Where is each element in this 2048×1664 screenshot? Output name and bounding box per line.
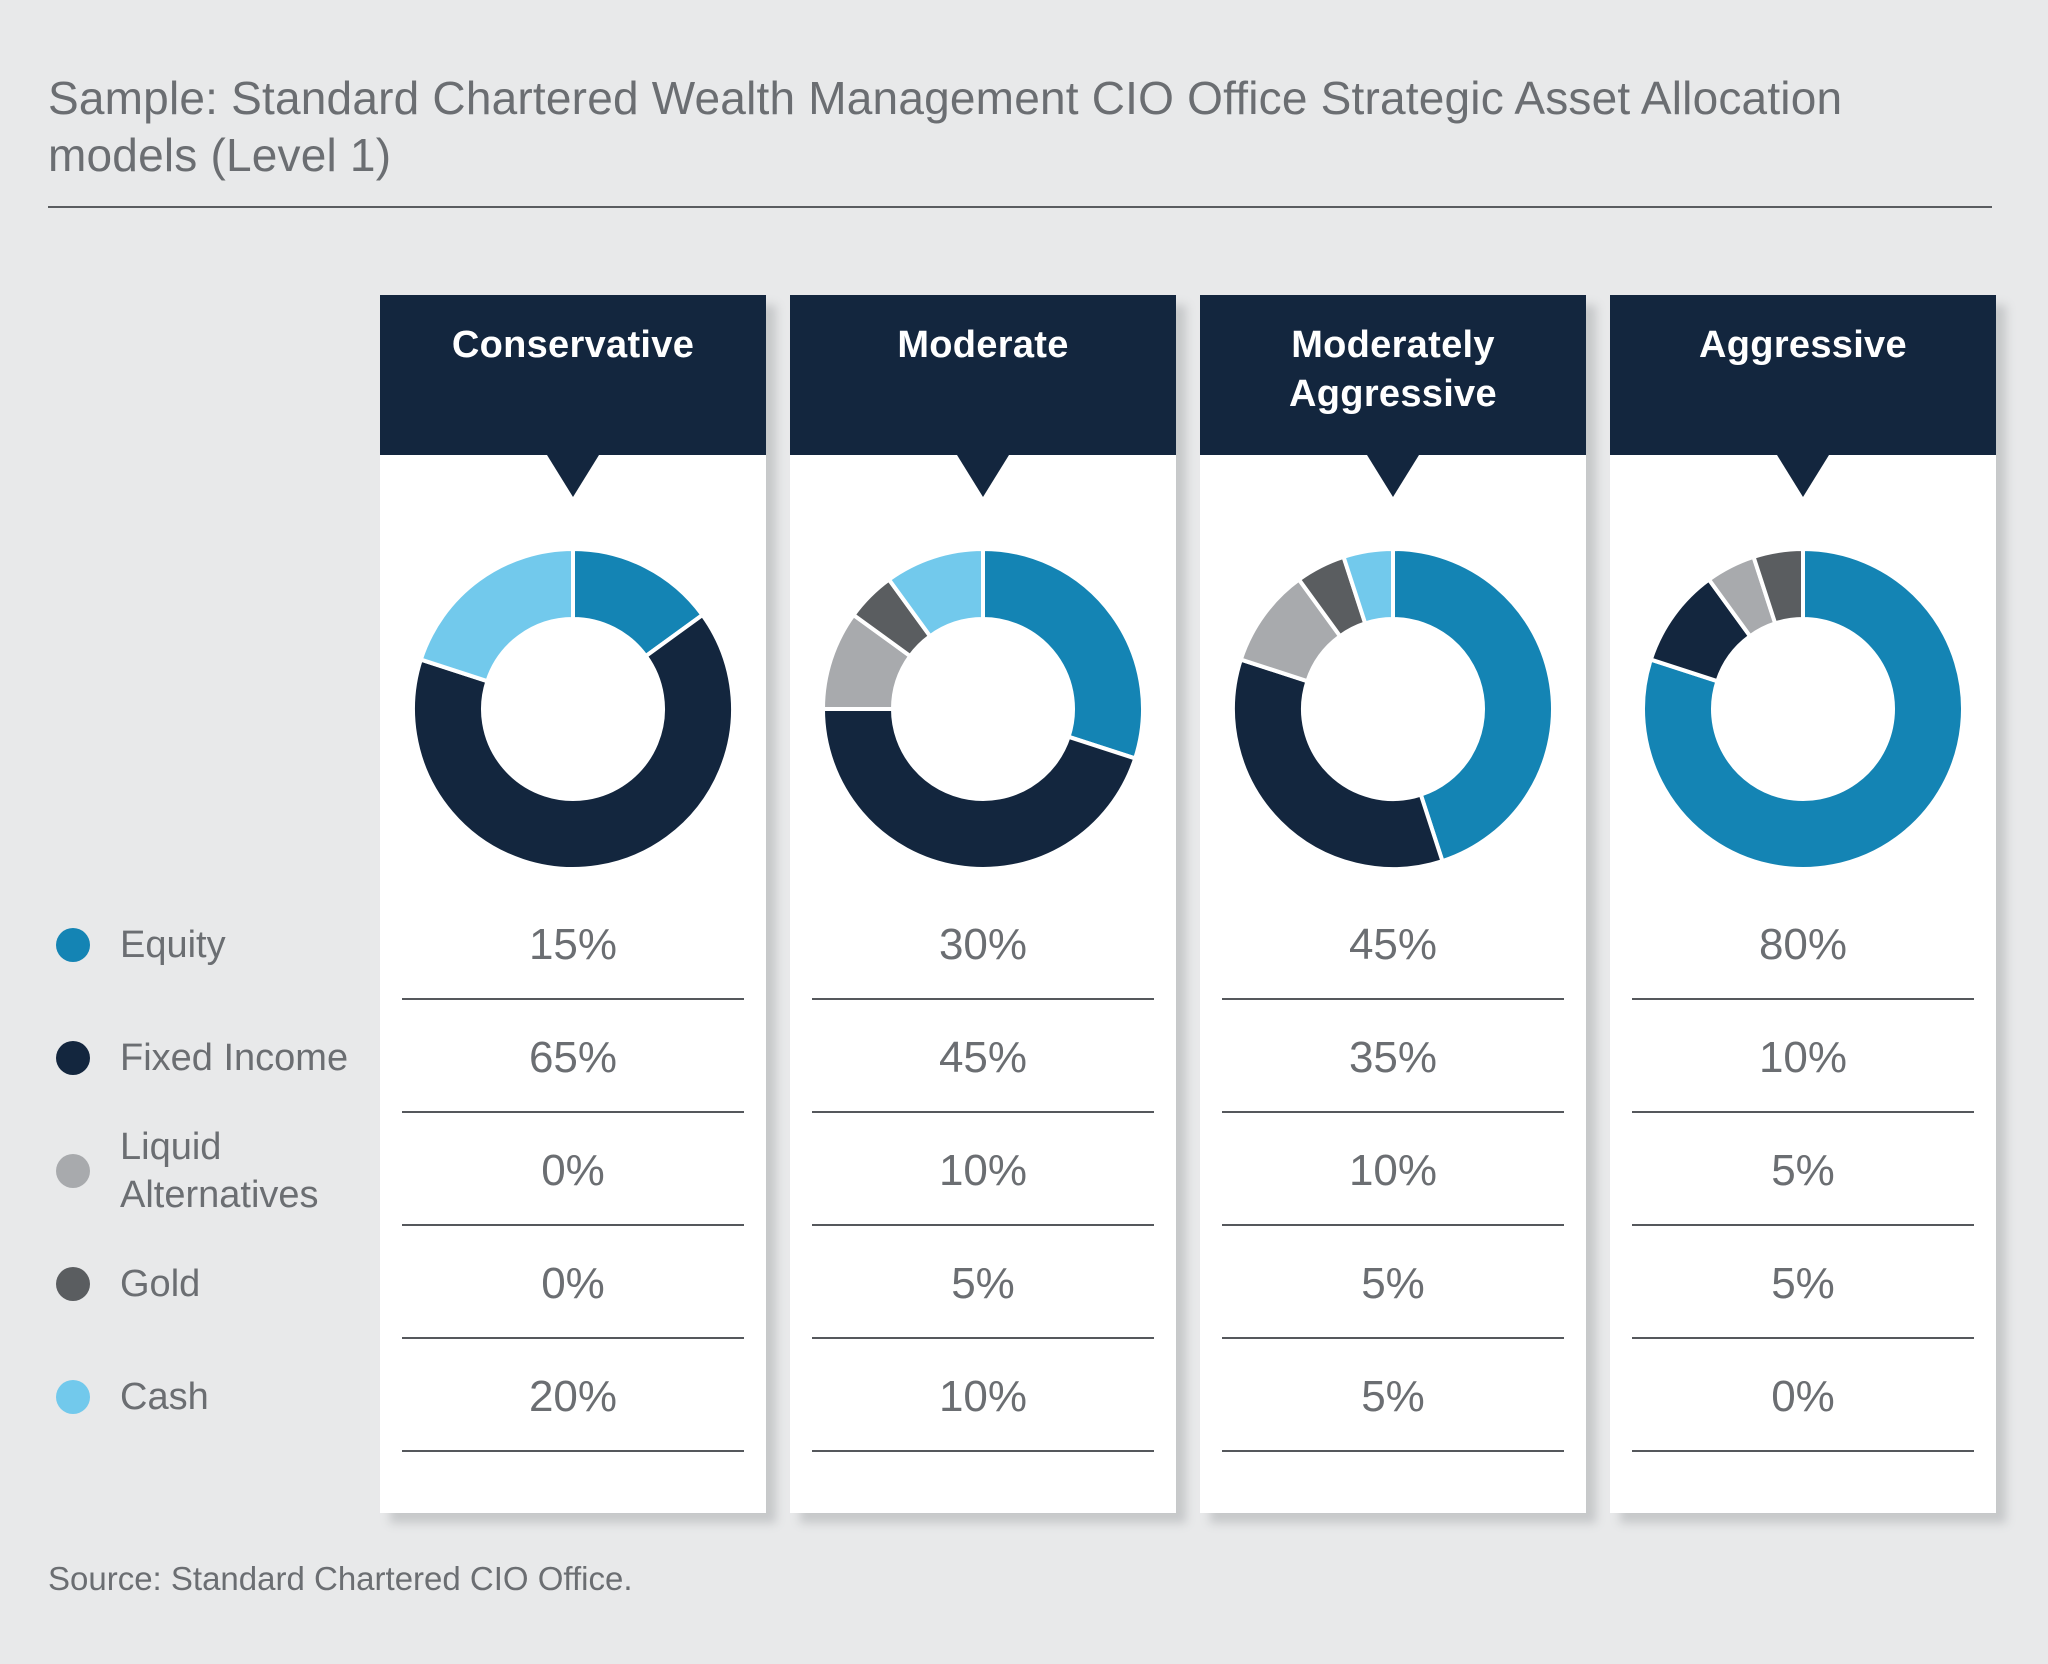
row-divider <box>1222 998 1564 1000</box>
fixed-income-color-dot-icon <box>56 1041 90 1075</box>
legend-label: Fixed Income <box>120 1037 349 1079</box>
column-title: Aggressive <box>1699 324 1907 366</box>
row-divider <box>402 1450 744 1452</box>
legend-label: Cash <box>120 1376 209 1418</box>
row-divider <box>812 998 1154 1000</box>
column-title: Moderately Aggressive <box>1289 324 1497 415</box>
donut-segment-fixed-income <box>1231 657 1445 871</box>
row-divider <box>1222 1450 1564 1452</box>
allocation-value-equity: 15% <box>528 920 618 969</box>
legend-item-fixed-income: Fixed Income <box>56 1028 370 1088</box>
column-header: Moderate <box>790 295 1176 497</box>
column-title: Moderate <box>897 324 1069 366</box>
header-pointer-triangle <box>1367 455 1419 497</box>
column-header: Conservative <box>380 295 766 497</box>
equity-color-dot-icon <box>56 928 90 962</box>
column-header: Moderately Aggressive <box>1200 295 1586 497</box>
donut-segment-cash <box>1341 546 1395 626</box>
legend-label: Liquid Alternatives <box>120 1126 319 1216</box>
allocation-value-gold: 5% <box>1361 1259 1425 1308</box>
row-divider <box>1632 1111 1974 1113</box>
donut-segment-cash <box>418 546 575 684</box>
donut-segment-fixed-income <box>411 612 735 871</box>
legend-item-liquid-alternatives: Liquid Alternatives <box>56 1121 370 1221</box>
row-divider <box>402 998 744 1000</box>
donut-segment-fixed-income <box>820 707 1138 871</box>
title-divider-rule <box>48 206 1992 208</box>
allocation-value-equity: 80% <box>1758 920 1848 969</box>
legend-label: Gold <box>120 1263 201 1305</box>
allocation-value-fixed-income: 65% <box>528 1033 618 1082</box>
row-divider <box>402 1224 744 1226</box>
allocation-value-fixed-income: 45% <box>938 1033 1028 1082</box>
header-pointer-triangle <box>957 455 1009 497</box>
donut-chart-moderately-aggressive <box>1231 546 1555 871</box>
row-divider <box>402 1337 744 1339</box>
legend-label: Equity <box>120 924 226 966</box>
legend-item-equity: Equity <box>56 915 370 975</box>
allocation-value-cash: 5% <box>1361 1372 1425 1421</box>
header-pointer-triangle <box>1777 455 1829 497</box>
legend-item-cash: Cash <box>56 1367 370 1427</box>
cash-color-dot-icon <box>56 1380 90 1414</box>
model-column-aggressive: Aggressive 80% 10% 5% 5% 0% <box>1610 295 1996 1513</box>
liquid-alternatives-color-dot-icon <box>56 1154 90 1188</box>
allocation-value-fixed-income: 10% <box>1758 1033 1848 1082</box>
allocation-value-cash: 10% <box>938 1372 1028 1421</box>
donut-segment-cash <box>886 546 985 639</box>
allocation-value-cash: 0% <box>1771 1372 1835 1421</box>
row-divider <box>812 1224 1154 1226</box>
row-divider <box>812 1111 1154 1113</box>
row-divider <box>1222 1224 1564 1226</box>
page-title: Sample: Standard Chartered Wealth Manage… <box>48 72 1843 181</box>
column-title: Conservative <box>451 324 695 366</box>
row-divider <box>1632 1337 1974 1339</box>
row-divider <box>1632 1224 1974 1226</box>
allocation-value-gold: 0% <box>541 1259 605 1308</box>
allocation-value-gold: 5% <box>1771 1259 1835 1308</box>
header-pointer-triangle <box>547 455 599 497</box>
donut-segment-equity <box>1641 546 1965 871</box>
model-column-conservative: Conservative 15% 65% 0% 0% 20% <box>380 295 766 1513</box>
allocation-value-liquid-alternatives: 10% <box>1348 1146 1438 1195</box>
allocation-value-liquid-alternatives: 0% <box>541 1146 605 1195</box>
gold-color-dot-icon <box>56 1267 90 1301</box>
row-divider <box>812 1337 1154 1339</box>
source-note: Source: Standard Chartered CIO Office. <box>48 1560 633 1597</box>
donut-chart-moderate <box>820 546 1145 871</box>
legend-item-gold: Gold <box>56 1254 370 1314</box>
allocation-value-liquid-alternatives: 5% <box>1771 1146 1835 1195</box>
row-divider <box>812 1450 1154 1452</box>
model-column-moderately-aggressive: Moderately Aggressive 45% 35% 10% 5% 5% <box>1200 295 1586 1513</box>
row-divider <box>402 1111 744 1113</box>
donut-segment-gold <box>1751 546 1805 626</box>
row-divider <box>1222 1111 1564 1113</box>
allocation-value-fixed-income: 35% <box>1348 1033 1438 1082</box>
donut-chart-conservative <box>411 546 735 871</box>
donut-segment-equity <box>981 546 1145 761</box>
allocation-value-equity: 45% <box>1348 920 1438 969</box>
row-divider <box>1632 998 1974 1000</box>
allocation-value-gold: 5% <box>951 1259 1015 1308</box>
row-divider <box>1222 1337 1564 1339</box>
allocation-value-cash: 20% <box>528 1372 618 1421</box>
donut-segment-equity <box>1391 546 1555 864</box>
column-header: Aggressive <box>1610 295 1996 497</box>
row-divider <box>1632 1450 1974 1452</box>
model-column-moderate: Moderate 30% 45% 10% 5% 10% <box>790 295 1176 1513</box>
allocation-value-liquid-alternatives: 10% <box>938 1146 1028 1195</box>
allocation-value-equity: 30% <box>938 920 1028 969</box>
donut-chart-aggressive <box>1641 546 1965 871</box>
